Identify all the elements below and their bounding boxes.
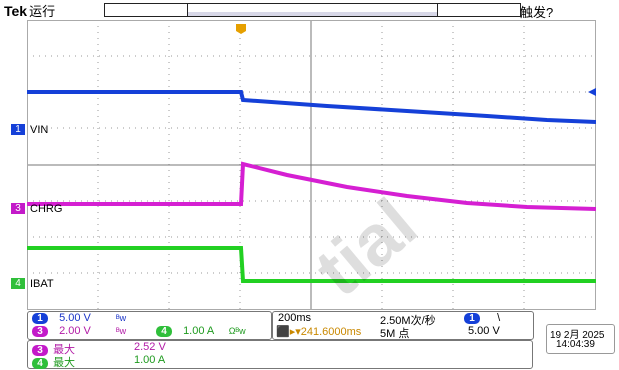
trigger-position-marker: [236, 24, 246, 34]
bandwidth-icon: ᴮw: [115, 326, 127, 336]
bandwidth-icon: Ωᴮw: [228, 326, 246, 336]
run-status: 运行: [29, 4, 56, 19]
ch1-waveform: [27, 90, 596, 124]
ch1-label: VIN: [30, 124, 49, 136]
ch3-scale: 2.00 V: [59, 325, 91, 337]
ch3-marker[interactable]: 3: [11, 203, 25, 214]
trigger-level-arrow: [588, 88, 596, 96]
horizontal-scale: 200ms: [278, 312, 312, 324]
ch1-scale-row[interactable]: 1 5.00 V ᴮw: [32, 312, 126, 324]
ch3-waveform: [27, 161, 596, 211]
sample-rate: 2.50M次/秒: [380, 315, 436, 327]
ch4-marker[interactable]: 4: [11, 278, 25, 289]
trigger-status: 触发?: [520, 5, 554, 20]
bandwidth-icon: ᴮw: [115, 313, 127, 323]
waveform-display[interactable]: [27, 20, 596, 310]
measurement-name: 最大: [53, 344, 76, 356]
datetime-panel: [546, 324, 615, 354]
channel-scale-panel[interactable]: [27, 311, 272, 340]
record-length: 5M 点: [380, 328, 410, 340]
horizontal-position: 241.6000ms: [300, 326, 362, 338]
measurement-panel[interactable]: [27, 340, 533, 369]
measurement-row-ch3[interactable]: 3 最大: [32, 341, 75, 357]
trigger-source-row[interactable]: 1 \: [464, 312, 500, 324]
ch1-marker[interactable]: 1: [11, 124, 25, 135]
ch4-scale-row[interactable]: 4 1.00 A Ωᴮw: [156, 325, 246, 337]
measurement-value: 2.52 V: [134, 341, 166, 353]
time-readout: 14:04:39: [556, 339, 595, 350]
ch4-waveform: [27, 246, 596, 283]
horizontal-position-row: ⬛▸▾241.6000ms: [276, 325, 361, 338]
ch1-scale: 5.00 V: [59, 312, 91, 324]
trigger-slope-icon: \: [497, 312, 501, 324]
brand-logo: Tek 运行: [4, 3, 56, 19]
measurement-row-ch4[interactable]: 4 最大: [32, 354, 75, 370]
measurement-value: 1.00 A: [134, 354, 166, 366]
timebase-panel[interactable]: [272, 311, 534, 340]
ch3-label: CHRG: [30, 203, 63, 215]
trigger-delay-icon: ⬛▸▾: [276, 326, 301, 338]
ch4-scale: 1.00 A: [183, 325, 214, 337]
measurement-name: 最大: [53, 357, 76, 369]
trigger-level: 5.00 V: [468, 325, 500, 337]
ch4-label: IBAT: [30, 278, 54, 290]
date-readout: 19 2月 2025: [550, 330, 605, 341]
ch3-scale-row[interactable]: 3 2.00 V ᴮw: [32, 325, 126, 337]
